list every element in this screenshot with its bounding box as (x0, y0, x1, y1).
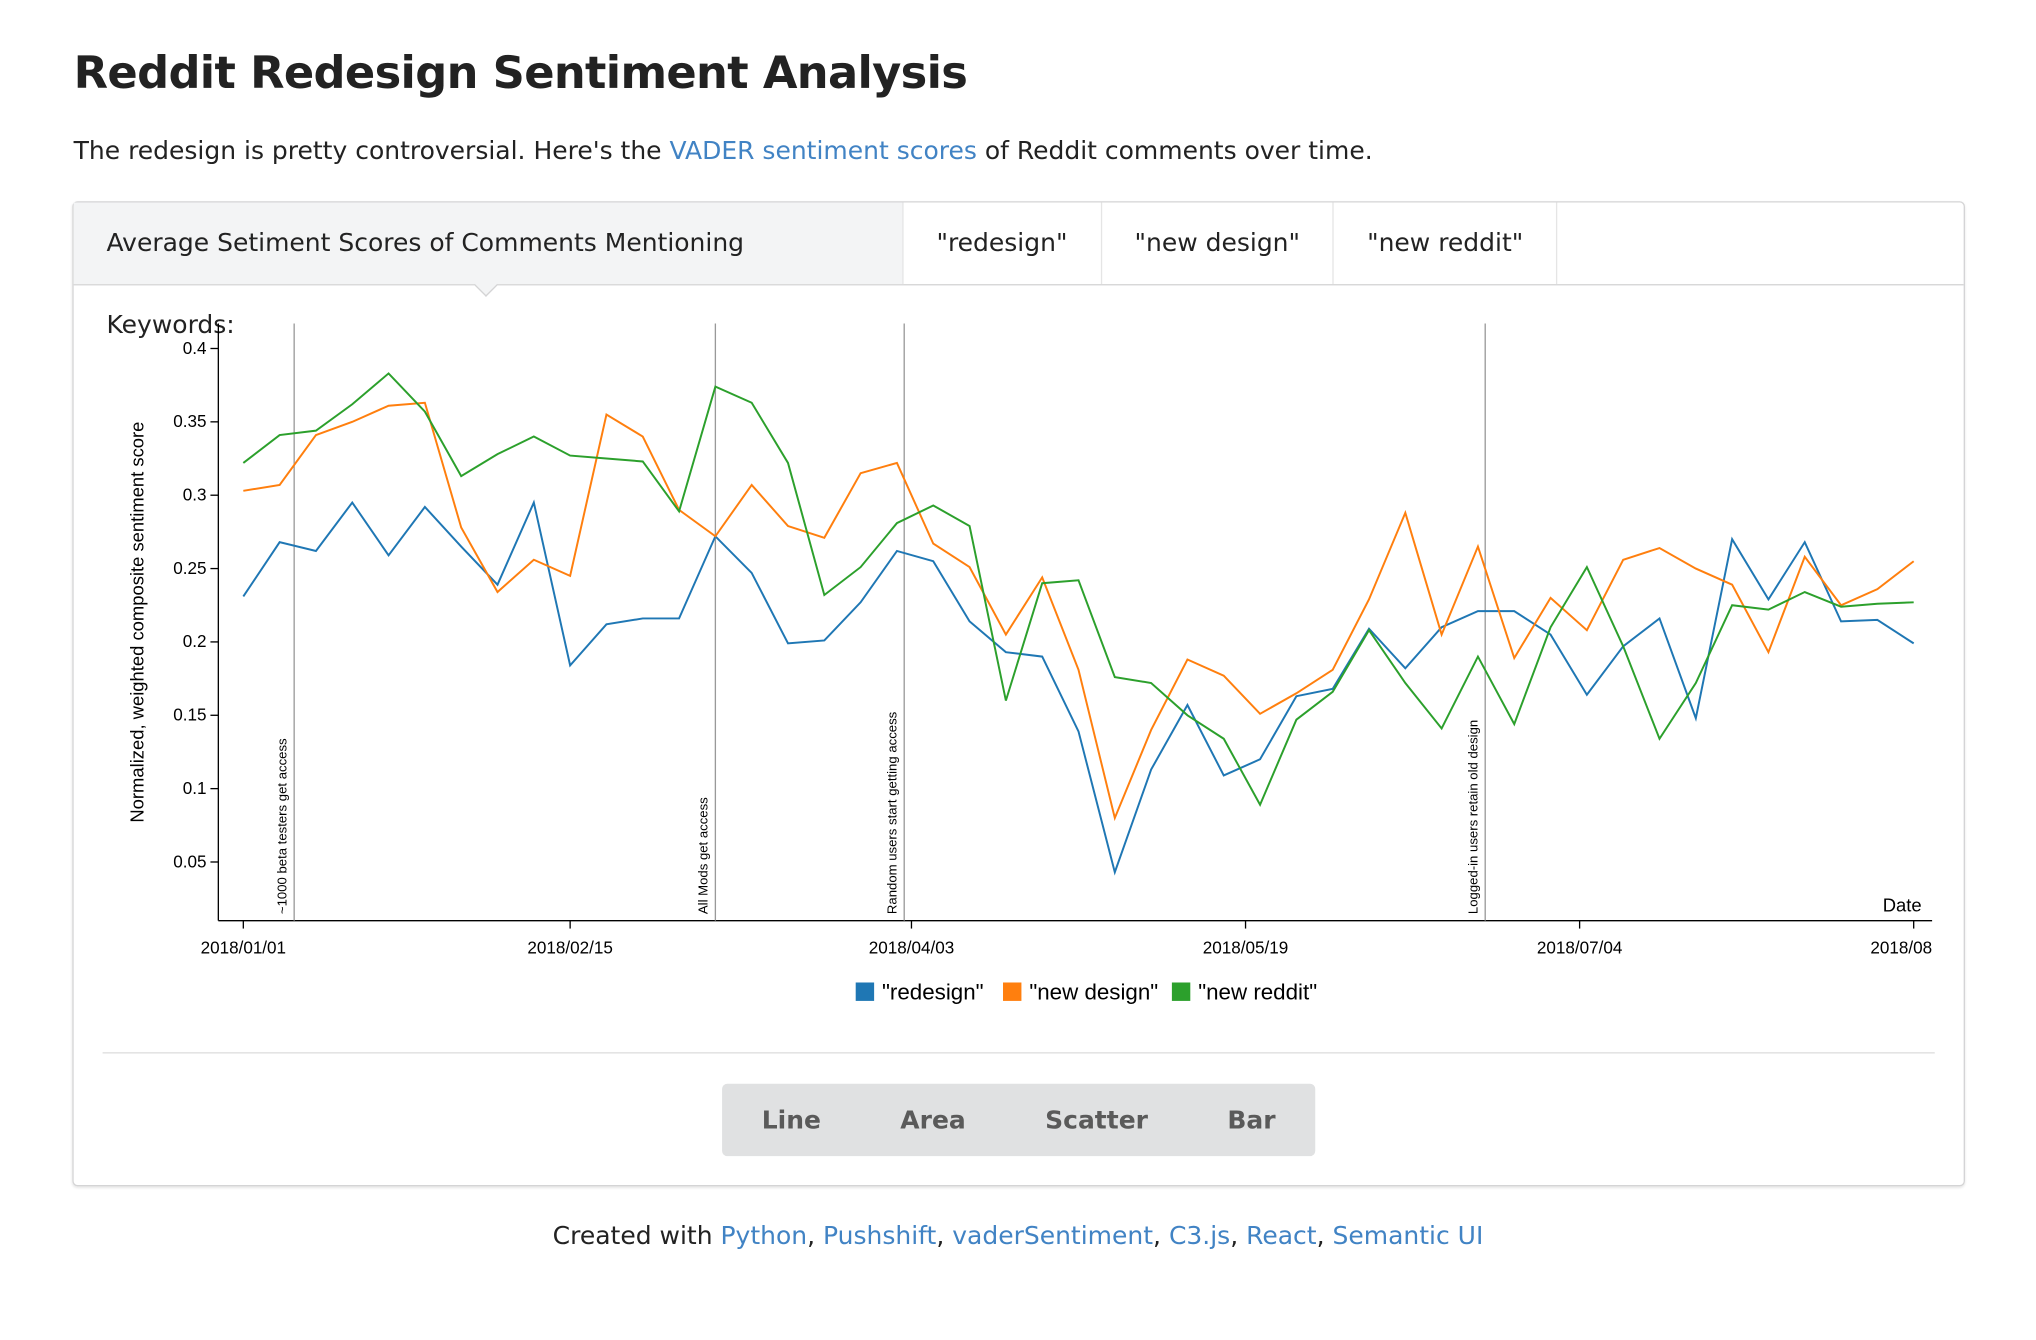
footer-link[interactable]: React (1246, 1221, 1317, 1251)
y-tick-label: 0.1 (183, 779, 207, 798)
annotation-text: All Mods get access (695, 797, 710, 914)
series-line (242, 499, 1915, 876)
x-tick-label: 2018/02/15 (527, 939, 612, 958)
tab-label: Average Setiment Scores of Comments Ment… (73, 202, 904, 339)
chart-type-button[interactable]: Bar (1227, 1105, 1276, 1135)
footer-link[interactable]: Python (720, 1221, 808, 1251)
footer-separator: , (1153, 1221, 1169, 1251)
footer-link[interactable]: C3.js (1168, 1221, 1231, 1251)
footer-link[interactable]: vaderSentiment (952, 1221, 1154, 1251)
y-tick-label: 0.35 (173, 412, 206, 431)
y-tick-label: 0.05 (173, 852, 206, 871)
legend-label: "new design" (1029, 980, 1158, 1005)
y-tick-label: 0.15 (173, 706, 206, 725)
footer-separator: , (807, 1221, 824, 1251)
chart-type-button[interactable]: Area (900, 1105, 966, 1135)
tab-bar: Average Setiment Scores of Comments Ment… (73, 202, 1964, 339)
keyword-tab[interactable]: "redesign" (904, 202, 1102, 285)
footer-link[interactable]: Semantic UI (1332, 1221, 1484, 1251)
keyword-tab[interactable]: "new reddit" (1334, 202, 1558, 285)
x-tick-label: 2018/04/03 (869, 939, 954, 958)
legend-swatch (1171, 982, 1191, 1001)
intro-text: The redesign is pretty controversial. He… (73, 136, 670, 166)
footer-separator: , (1316, 1221, 1333, 1251)
panel: Average Setiment Scores of Comments Ment… (72, 201, 1965, 1187)
y-tick-label: 0.25 (173, 559, 206, 578)
series-line (242, 372, 1914, 808)
x-axis-label: Date (1883, 894, 1922, 915)
x-tick-label: 2018/05/19 (1203, 939, 1288, 958)
y-axis-label: Normalized, weighted composite sentiment… (126, 422, 147, 823)
divider (102, 1052, 1935, 1054)
page-title: Reddit Redesign Sentiment Analysis (73, 47, 968, 100)
legend-label: "new reddit" (1198, 980, 1317, 1005)
x-tick-label: 2018/08 (1870, 939, 1932, 958)
y-tick-label: 0.2 (183, 632, 207, 651)
footer-text: Created with (552, 1221, 721, 1251)
y-tick-label: 0.4 (183, 339, 207, 358)
legend-swatch (855, 982, 875, 1001)
annotation-text: Random users start getting access (884, 711, 899, 914)
series-line (243, 401, 1915, 822)
footer: Created with Python, Pushshift, vaderSen… (0, 1222, 2036, 1251)
chart-type-buttons: Line Area Scatter Bar (722, 1083, 1316, 1157)
annotation-text: Logged-in users retain old design (1465, 720, 1480, 914)
vader-link[interactable]: VADER sentiment scores (669, 136, 977, 166)
keyword-tab[interactable]: "new design" (1102, 202, 1335, 285)
footer-link[interactable]: Pushshift (823, 1221, 937, 1251)
legend-label: "redesign" (882, 980, 984, 1005)
footer-separator: , (1230, 1221, 1247, 1251)
intro: The redesign is pretty controversial. He… (74, 137, 1373, 166)
chart-type-button[interactable]: Scatter (1045, 1105, 1148, 1135)
chart-type-button[interactable]: Line (761, 1105, 821, 1135)
y-tick-label: 0.3 (183, 485, 207, 504)
x-tick-label: 2018/07/04 (1537, 939, 1622, 958)
intro-text: of Reddit comments over time. (976, 136, 1373, 166)
annotation-text: ~1000 beta testers get access (274, 738, 289, 914)
footer-separator: , (936, 1221, 953, 1251)
legend-swatch (1003, 982, 1022, 1001)
x-tick-label: 2018/01/01 (201, 939, 286, 958)
